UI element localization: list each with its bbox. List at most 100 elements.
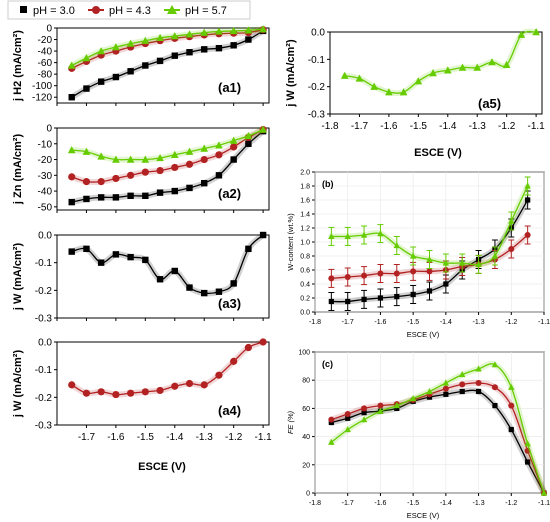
y-tick-label: 0.0 <box>38 231 52 242</box>
panel-a1: 0-20-40-60-80-100-120 j H2 (mA/cm²) (a1) <box>12 24 270 106</box>
x-tick-label: -1.1 <box>538 500 550 507</box>
x-tick-label: -1.7 <box>78 432 96 443</box>
x-axis-label: ESCE (V) <box>407 511 440 520</box>
data-point <box>200 381 208 389</box>
panel-label-a5: (a5) <box>478 96 501 111</box>
data-point <box>508 383 515 390</box>
y-tick-label: -0.3 <box>308 110 326 121</box>
y-tick-label: 0 <box>46 24 52 35</box>
data-point <box>491 384 498 391</box>
data-point <box>112 194 120 201</box>
data-point <box>429 69 437 77</box>
y-tick-label: 80 <box>302 378 310 385</box>
data-point <box>355 74 364 82</box>
data-point <box>215 27 223 35</box>
data-point <box>230 156 237 163</box>
panel-label-a2: (a2) <box>218 186 241 201</box>
data-point <box>443 66 452 74</box>
data-point <box>112 73 120 81</box>
data-point <box>328 275 335 282</box>
legend-label-ph43: pH = 4.3 <box>109 5 151 17</box>
data-point <box>215 371 223 379</box>
data-point <box>370 82 378 90</box>
data-point <box>508 426 514 433</box>
data-point <box>244 26 253 34</box>
x-tick-label: -1.8 <box>321 121 339 132</box>
data-point <box>142 256 149 264</box>
data-point <box>82 178 91 186</box>
data-point <box>156 166 164 175</box>
data-point <box>345 298 351 305</box>
panel-a5: 0.0-0.1-0.2-0.3-1.8 -1.7 -1.6 -1.5 -1.4 -1.3-… <box>285 28 545 160</box>
plot-frame-a3 <box>56 234 270 319</box>
x-tick-label: -1.4 <box>166 432 184 443</box>
data-point <box>127 171 135 179</box>
x-axis-label: ESCE (V) <box>138 461 186 473</box>
data-point <box>112 155 120 163</box>
data-point <box>426 288 433 294</box>
y-tick-label: -60 <box>38 58 53 69</box>
data-point <box>215 151 223 159</box>
data-point <box>340 71 349 79</box>
data-point <box>230 42 237 49</box>
y-tick-label: -0.3 <box>35 421 53 432</box>
y-tick-label: 1.6 <box>300 197 310 204</box>
data-point <box>399 88 408 96</box>
y-tick-label: -0.1 <box>35 365 53 376</box>
data-point <box>200 144 209 152</box>
x-tick-label: -1.6 <box>374 500 386 507</box>
y-tick-label: 100 <box>298 349 310 356</box>
data-point <box>142 192 149 200</box>
data-point <box>259 338 267 346</box>
legend-box <box>7 0 251 20</box>
data-point <box>127 253 134 261</box>
plot-frame-a5 <box>329 31 543 115</box>
data-point <box>141 155 150 163</box>
data-point <box>245 36 252 43</box>
y-tick-label: 40 <box>302 434 310 441</box>
data-point <box>200 155 208 164</box>
y-tick-label: 0.0 <box>38 338 52 349</box>
data-point <box>185 30 194 38</box>
y-tick-label: 0.0 <box>300 309 310 316</box>
data-point <box>410 291 416 298</box>
series-band-0 <box>68 339 267 398</box>
data-point <box>524 440 531 447</box>
y-axis-label: j H2 (mA/cm²) <box>12 30 24 102</box>
data-point <box>67 146 76 154</box>
data-point <box>112 43 120 51</box>
data-point <box>344 411 351 418</box>
panel-a2: 0 -10 -20 -30 -40 -50 j Zn (mA/cm²) (a2) <box>12 124 270 213</box>
data-point <box>141 388 149 396</box>
y-tick-label: -0.1 <box>308 55 326 66</box>
x-tick-label: -1.1 <box>254 432 272 443</box>
data-point <box>259 231 267 239</box>
data-point <box>491 361 499 368</box>
data-point <box>328 233 335 239</box>
data-point <box>245 140 252 147</box>
y-tick-label: 20 <box>302 462 310 469</box>
data-point <box>201 179 208 187</box>
data-point <box>97 259 105 266</box>
x-tick-label: -1.6 <box>380 121 398 132</box>
data-point <box>185 147 194 155</box>
data-point <box>215 288 223 295</box>
data-point <box>112 390 120 399</box>
data-point <box>259 25 267 33</box>
x-tick-label: -1.1 <box>527 121 545 132</box>
y-tick-label: 1.4 <box>300 211 310 218</box>
x-tick-label: -1.4 <box>440 500 452 507</box>
data-point <box>200 28 209 36</box>
data-point <box>361 272 368 279</box>
data-point <box>393 270 400 277</box>
data-point <box>410 268 417 275</box>
data-point <box>97 152 105 160</box>
data-point <box>525 459 531 465</box>
data-point <box>540 489 548 496</box>
data-point <box>67 61 76 69</box>
y-tick-label: -50 <box>38 202 53 213</box>
y-tick-label: 1.2 <box>300 225 310 232</box>
y-tick-label: 0 <box>46 124 52 135</box>
data-point <box>141 36 150 44</box>
data-point <box>201 46 208 53</box>
